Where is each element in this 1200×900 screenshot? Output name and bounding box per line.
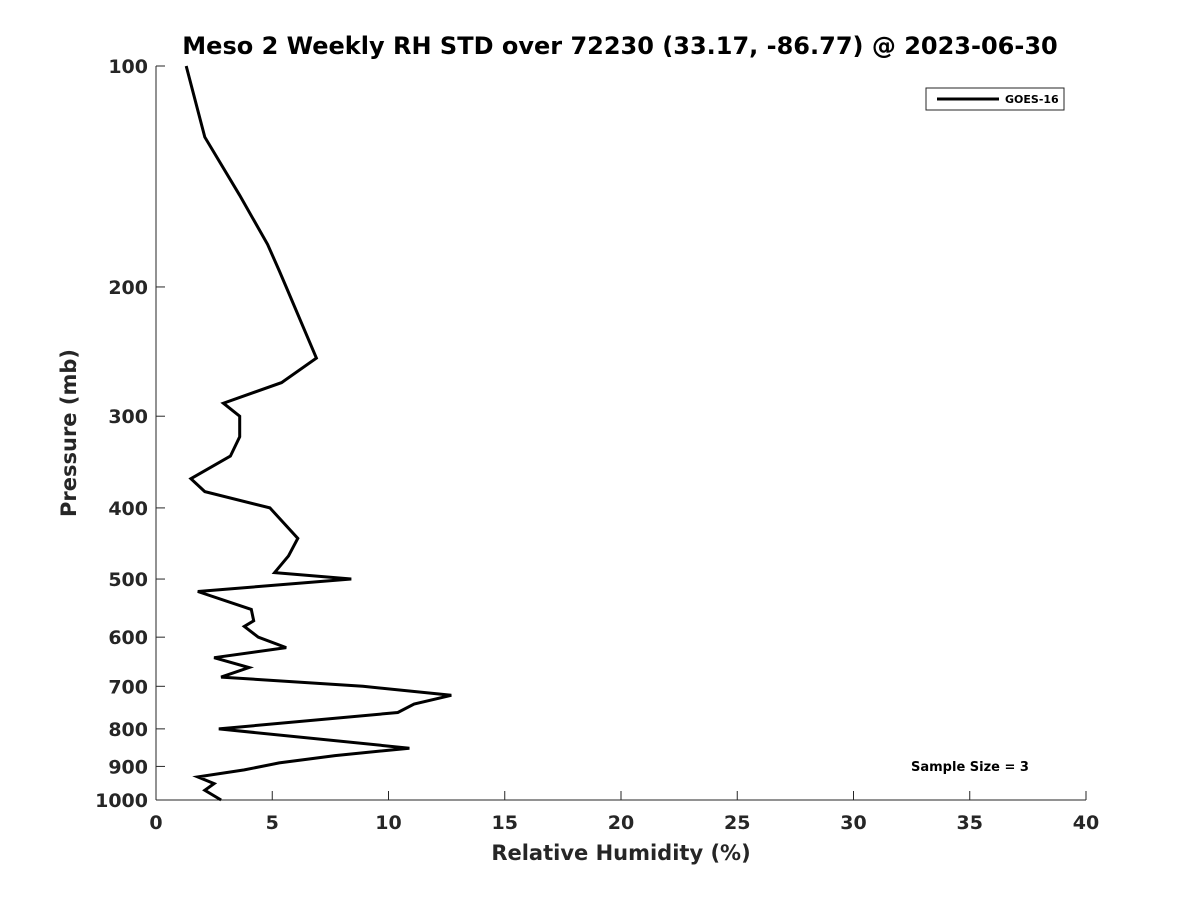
y-tick-label: 1000 xyxy=(95,790,148,812)
sample-size-annotation: Sample Size = 3 xyxy=(911,760,1029,775)
y-tick-label: 900 xyxy=(108,756,148,778)
y-tick-label: 500 xyxy=(108,569,148,591)
x-tick-label: 30 xyxy=(840,812,866,834)
x-tick-label: 15 xyxy=(492,812,518,834)
x-tick-label: 40 xyxy=(1073,812,1099,834)
x-tick-label: 5 xyxy=(266,812,279,834)
x-tick-label: 25 xyxy=(724,812,750,834)
chart-title: Meso 2 Weekly RH STD over 72230 (33.17, … xyxy=(182,32,1057,60)
y-tick-label: 200 xyxy=(108,277,148,299)
axes xyxy=(155,66,1086,801)
x-axis-label: Relative Humidity (%) xyxy=(491,841,750,865)
y-tick-label: 700 xyxy=(108,676,148,698)
y-axis-label: Pressure (mb) xyxy=(57,349,81,517)
series-layer xyxy=(184,65,452,802)
x-tick-label: 20 xyxy=(608,812,634,834)
x-tick-label: 10 xyxy=(375,812,401,834)
series-line-goes-16 xyxy=(184,65,452,802)
legend: GOES-16 xyxy=(925,87,1065,111)
y-tick-label: 800 xyxy=(108,719,148,741)
x-tick-label: 35 xyxy=(957,812,983,834)
y-tick-label: 400 xyxy=(108,498,148,520)
x-tick-label: 0 xyxy=(149,812,162,834)
y-tick-label: 600 xyxy=(108,627,148,649)
y-ticks: 100 200 300 400 500 600 700 800 900 1000 xyxy=(95,56,165,812)
y-tick-label: 300 xyxy=(108,406,148,428)
x-ticks: 0 5 10 15 20 25 30 35 40 xyxy=(149,791,1099,834)
y-tick-label: 100 xyxy=(108,56,148,78)
legend-label-goes16: GOES-16 xyxy=(1005,93,1059,106)
